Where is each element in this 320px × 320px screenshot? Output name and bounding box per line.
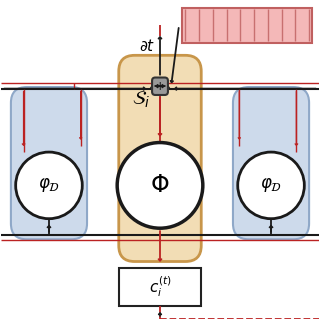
Text: $c_i^{(t)}$: $c_i^{(t)}$ bbox=[149, 275, 171, 299]
FancyBboxPatch shape bbox=[233, 87, 309, 239]
Circle shape bbox=[117, 142, 203, 228]
FancyBboxPatch shape bbox=[152, 77, 168, 95]
FancyBboxPatch shape bbox=[119, 55, 201, 261]
Text: $\varphi_{\mathcal{D}}$: $\varphi_{\mathcal{D}}$ bbox=[38, 176, 60, 194]
Circle shape bbox=[16, 152, 82, 219]
Text: $\Phi$: $\Phi$ bbox=[150, 173, 170, 197]
FancyBboxPatch shape bbox=[11, 87, 87, 239]
Circle shape bbox=[238, 152, 304, 219]
Text: $+$: $+$ bbox=[154, 80, 166, 93]
Text: $\mathcal{S}_i$: $\mathcal{S}_i$ bbox=[132, 90, 150, 110]
Text: $\partial t$: $\partial t$ bbox=[139, 38, 156, 54]
Text: $\varphi_{\mathcal{D}}$: $\varphi_{\mathcal{D}}$ bbox=[260, 176, 282, 194]
Bar bbox=[119, 268, 201, 306]
Bar bbox=[182, 8, 312, 43]
